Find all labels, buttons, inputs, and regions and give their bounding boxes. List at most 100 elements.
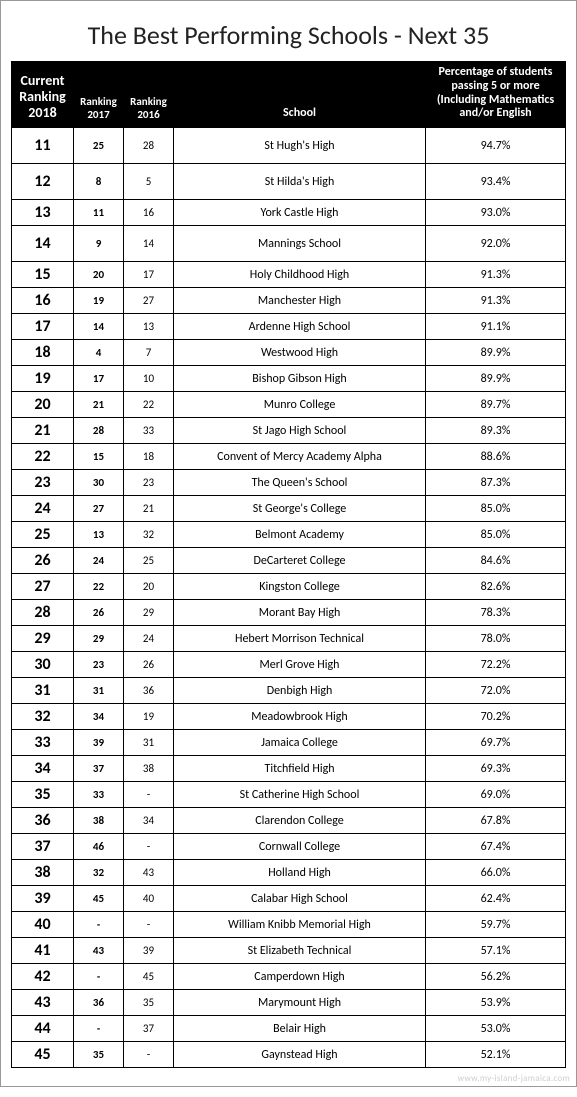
cell-rank-2017: 4 <box>74 340 124 366</box>
cell-current-rank: 34 <box>12 756 74 782</box>
cell-current-rank: 18 <box>12 340 74 366</box>
cell-rank-2017: 9 <box>74 226 124 262</box>
cell-percent: 91.1% <box>426 314 566 340</box>
cell-percent: 78.0% <box>426 626 566 652</box>
cell-rank-2016: 20 <box>124 574 174 600</box>
cell-current-rank: 30 <box>12 652 74 678</box>
cell-rank-2016: 34 <box>124 808 174 834</box>
cell-percent: 52.1% <box>426 1042 566 1068</box>
page-title: The Best Performing Schools - Next 35 <box>11 19 566 51</box>
cell-percent: 88.6% <box>426 444 566 470</box>
cell-current-rank: 31 <box>12 678 74 704</box>
cell-percent: 67.4% <box>426 834 566 860</box>
col-header-rank2016: Ranking 2016 <box>124 62 174 128</box>
cell-percent: 69.0% <box>426 782 566 808</box>
cell-rank-2017: 36 <box>74 990 124 1016</box>
cell-percent: 84.6% <box>426 548 566 574</box>
cell-rank-2016: 18 <box>124 444 174 470</box>
cell-rank-2017: 17 <box>74 366 124 392</box>
cell-current-rank: 15 <box>12 262 74 288</box>
cell-rank-2016: 38 <box>124 756 174 782</box>
cell-school: Morant Bay High <box>174 600 426 626</box>
cell-percent: 56.2% <box>426 964 566 990</box>
cell-rank-2017: 14 <box>74 314 124 340</box>
cell-percent: 59.7% <box>426 912 566 938</box>
cell-rank-2017: 28 <box>74 418 124 444</box>
table-row: 363834Clarendon College67.8% <box>12 808 566 834</box>
table-row: 161927Manchester High91.3% <box>12 288 566 314</box>
cell-rank-2016: 29 <box>124 600 174 626</box>
cell-rank-2017: 33 <box>74 782 124 808</box>
cell-rank-2017: 32 <box>74 860 124 886</box>
cell-rank-2017: 37 <box>74 756 124 782</box>
cell-school: Jamaica College <box>174 730 426 756</box>
cell-rank-2017: 15 <box>74 444 124 470</box>
cell-rank-2017: 34 <box>74 704 124 730</box>
cell-rank-2016: 31 <box>124 730 174 756</box>
cell-percent: 57.1% <box>426 938 566 964</box>
cell-rank-2016: 17 <box>124 262 174 288</box>
cell-percent: 87.3% <box>426 470 566 496</box>
table-row: 414339St Elizabeth Technical57.1% <box>12 938 566 964</box>
table-row: 221518Convent of Mercy Academy Alpha88.6… <box>12 444 566 470</box>
cell-rank-2017: 39 <box>74 730 124 756</box>
cell-current-rank: 35 <box>12 782 74 808</box>
table-row: 40--William Knibb Memorial High59.7% <box>12 912 566 938</box>
table-row: 333931Jamaica College69.7% <box>12 730 566 756</box>
cell-rank-2016: 40 <box>124 886 174 912</box>
cell-percent: 89.3% <box>426 418 566 444</box>
table-row: 242721St George's College85.0% <box>12 496 566 522</box>
cell-percent: 85.0% <box>426 496 566 522</box>
cell-rank-2017: 38 <box>74 808 124 834</box>
watermark-text: www.my-island-jamaica.com <box>458 1073 570 1084</box>
cell-rank-2017: 21 <box>74 392 124 418</box>
cell-rank-2016: 19 <box>124 704 174 730</box>
cell-current-rank: 20 <box>12 392 74 418</box>
cell-rank-2017: 24 <box>74 548 124 574</box>
cell-rank-2017: - <box>74 964 124 990</box>
table-row: 212833St Jago High School89.3% <box>12 418 566 444</box>
table-body: 112528St Hugh's High94.7%1285St Hilda's … <box>12 128 566 1068</box>
cell-current-rank: 28 <box>12 600 74 626</box>
cell-current-rank: 37 <box>12 834 74 860</box>
table-row: 152017Holy Childhood High91.3% <box>12 262 566 288</box>
table-row: 323419Meadowbrook High70.2% <box>12 704 566 730</box>
cell-current-rank: 26 <box>12 548 74 574</box>
table-row: 3533-St Catherine High School69.0% <box>12 782 566 808</box>
cell-rank-2016: 45 <box>124 964 174 990</box>
cell-school: York Castle High <box>174 200 426 226</box>
cell-school: St Elizabeth Technical <box>174 938 426 964</box>
cell-current-rank: 33 <box>12 730 74 756</box>
cell-current-rank: 14 <box>12 226 74 262</box>
cell-rank-2017: 29 <box>74 626 124 652</box>
cell-school: William Knibb Memorial High <box>174 912 426 938</box>
col-header-school: School <box>174 62 426 128</box>
cell-current-rank: 45 <box>12 1042 74 1068</box>
cell-school: Holland High <box>174 860 426 886</box>
cell-current-rank: 13 <box>12 200 74 226</box>
table-row: 14914Mannings School92.0% <box>12 226 566 262</box>
cell-current-rank: 16 <box>12 288 74 314</box>
cell-percent: 89.9% <box>426 366 566 392</box>
cell-rank-2017: 35 <box>74 1042 124 1068</box>
cell-rank-2016: 7 <box>124 340 174 366</box>
table-row: 1285St Hilda's High93.4% <box>12 164 566 200</box>
cell-percent: 70.2% <box>426 704 566 730</box>
col-header-rank2017: Ranking 2017 <box>74 62 124 128</box>
col-header-percent: Percentage of students passing 5 or more… <box>426 62 566 128</box>
cell-current-rank: 38 <box>12 860 74 886</box>
cell-rank-2017: - <box>74 912 124 938</box>
cell-current-rank: 23 <box>12 470 74 496</box>
cell-rank-2016: 36 <box>124 678 174 704</box>
cell-rank-2016: 39 <box>124 938 174 964</box>
cell-percent: 69.3% <box>426 756 566 782</box>
table-row: 302326Merl Grove High72.2% <box>12 652 566 678</box>
table-row: 313136Denbigh High72.0% <box>12 678 566 704</box>
cell-percent: 67.8% <box>426 808 566 834</box>
table-row: 171413Ardenne High School91.1% <box>12 314 566 340</box>
cell-school: St Hugh's High <box>174 128 426 164</box>
cell-rank-2016: 13 <box>124 314 174 340</box>
table-row: 112528St Hugh's High94.7% <box>12 128 566 164</box>
cell-school: Bishop Gibson High <box>174 366 426 392</box>
col-header-current: Current Ranking 2018 <box>12 62 74 128</box>
